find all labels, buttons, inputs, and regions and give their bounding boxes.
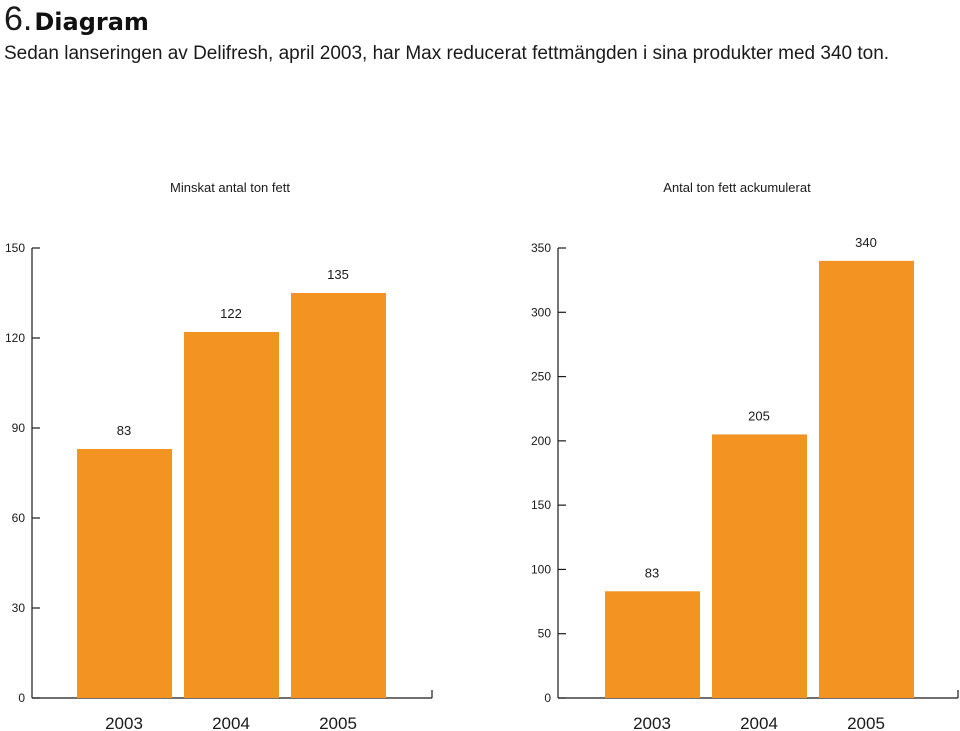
bar xyxy=(184,332,279,698)
y-tick-label: 0 xyxy=(18,691,25,705)
y-tick-label: 50 xyxy=(538,627,552,641)
y-tick-label: 100 xyxy=(531,562,551,576)
bar-value-label: 340 xyxy=(855,235,877,250)
bar xyxy=(819,260,914,698)
x-tick-label: 2004 xyxy=(740,714,778,731)
y-tick-label: 90 xyxy=(12,421,26,435)
y-tick-label: 150 xyxy=(531,498,551,512)
x-tick-label: 2005 xyxy=(319,714,357,731)
chart-title: Minskat antal ton fett xyxy=(170,180,290,195)
y-tick-label: 350 xyxy=(531,241,551,255)
y-tick-label: 30 xyxy=(12,601,26,615)
y-tick-label: 150 xyxy=(5,241,25,255)
x-tick-label: 2003 xyxy=(633,714,671,731)
bar-value-label: 135 xyxy=(327,267,349,282)
chart-reduced-fat: Minskat antal ton fett 0 30 60 90 120 150 83 200… xyxy=(5,180,433,731)
x-tick-label: 2004 xyxy=(212,714,250,731)
y-tick-label: 250 xyxy=(531,370,551,384)
x-tick-label: 2005 xyxy=(847,714,885,731)
y-tick-label: 200 xyxy=(531,434,551,448)
y-tick-label: 120 xyxy=(5,331,25,345)
page-subtitle: Sedan lanseringen av Delifresh, april 20… xyxy=(4,43,890,64)
bar-value-label: 205 xyxy=(748,408,770,423)
chart-accumulated-fat: Antal ton fett ackumulerat 0 50 100 150 200 25… xyxy=(531,180,959,731)
bar xyxy=(77,449,172,698)
y-tick-label: 60 xyxy=(12,511,26,525)
bar-value-label: 122 xyxy=(220,306,242,321)
bar xyxy=(605,591,700,698)
bar-value-label: 83 xyxy=(645,565,659,580)
page-heading: 6.Diagram xyxy=(4,0,149,40)
bar xyxy=(291,293,386,698)
bar xyxy=(712,434,807,698)
y-tick-label: 300 xyxy=(531,305,551,319)
heading-number: 6. xyxy=(4,0,33,38)
y-tick-label: 0 xyxy=(544,691,551,705)
bar-value-label: 83 xyxy=(117,423,131,438)
x-tick-label: 2003 xyxy=(105,714,143,731)
heading-title: Diagram xyxy=(34,8,149,36)
chart-title: Antal ton fett ackumulerat xyxy=(663,180,811,195)
